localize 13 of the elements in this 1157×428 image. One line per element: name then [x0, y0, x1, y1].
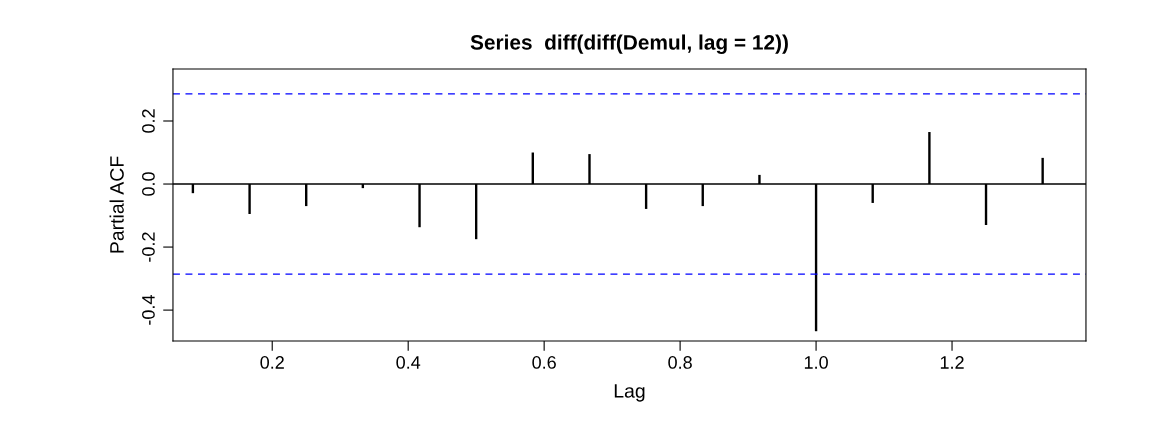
y-tick-label: 0.2	[142, 109, 155, 133]
chart-title: Series diff(diff(Demul, lag = 12))	[470, 34, 788, 54]
x-axis-title: Lag	[614, 384, 645, 402]
x-tick-label: 0.2	[260, 356, 284, 369]
x-tick-label: 0.6	[532, 356, 556, 369]
x-tick-label: 0.8	[668, 356, 692, 369]
x-tick-label: 1.0	[804, 356, 828, 369]
y-axis-title: Partial ACF	[109, 156, 124, 253]
x-tick-label: 1.2	[940, 356, 964, 369]
y-tick-label: -0.2	[142, 232, 155, 262]
y-tick-label: 0.0	[142, 172, 155, 196]
x-tick-label: 0.4	[396, 356, 421, 369]
y-tick-label: -0.4	[142, 295, 155, 325]
